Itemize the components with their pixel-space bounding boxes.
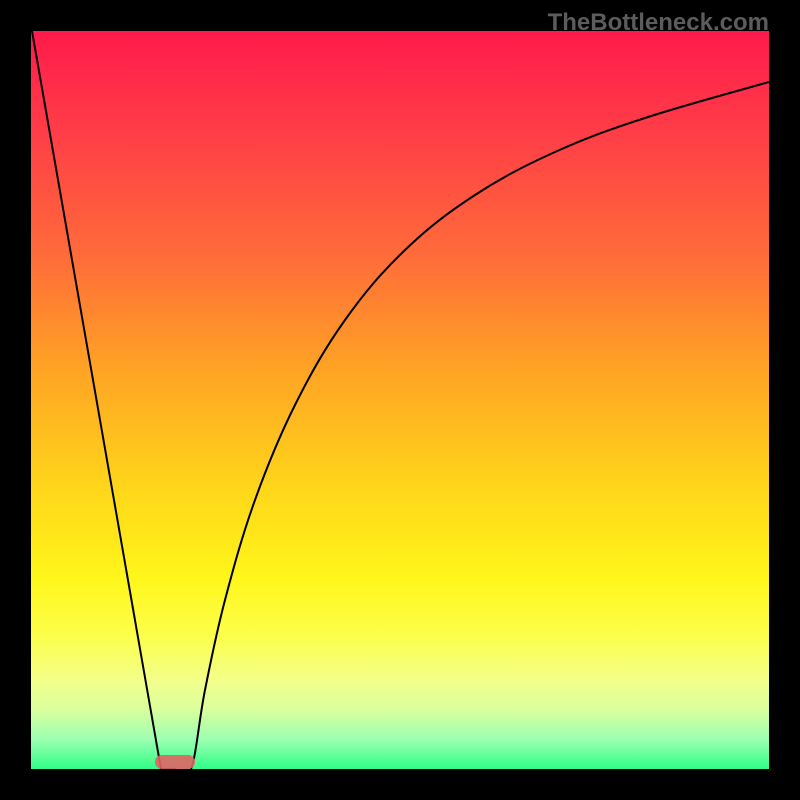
gradient-background: [31, 31, 769, 769]
watermark-text: TheBottleneck.com: [548, 9, 769, 37]
dip-marker: [155, 755, 195, 769]
plot-area: [31, 31, 769, 769]
